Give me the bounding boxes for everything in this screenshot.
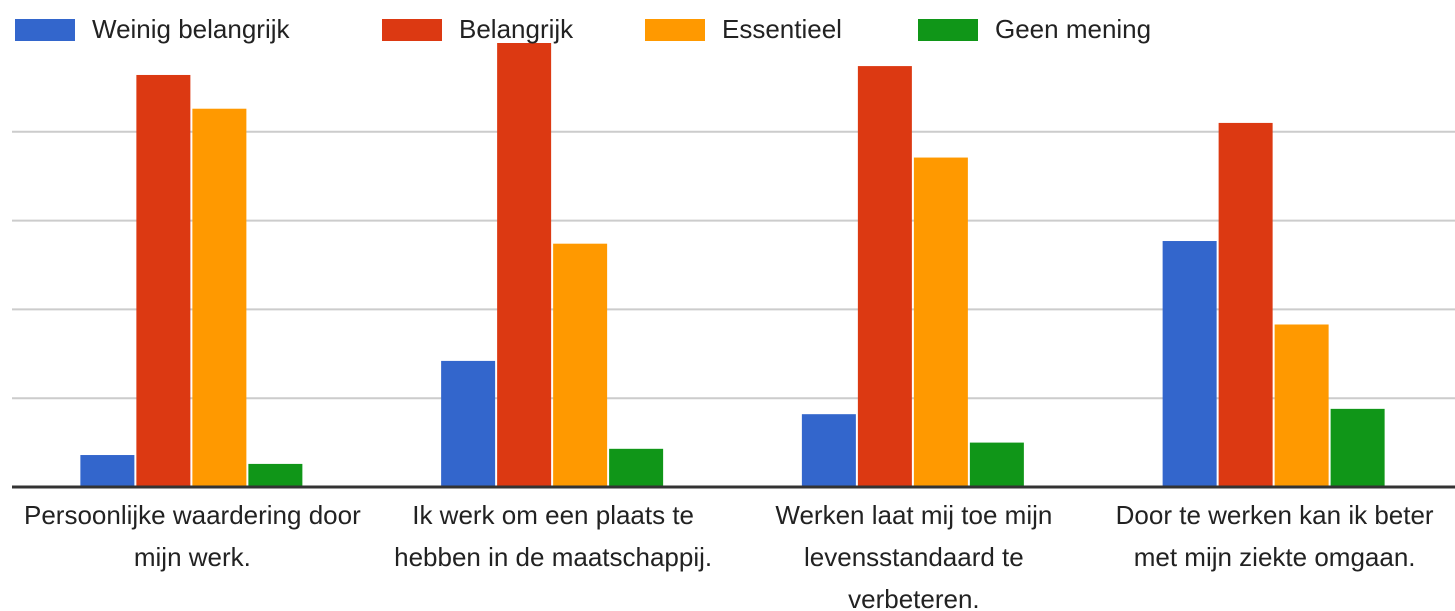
- bar: [969, 442, 1024, 487]
- legend-label: Belangrijk: [459, 14, 574, 44]
- bar: [553, 243, 608, 487]
- legend-swatch: [645, 19, 705, 41]
- legend-label: Essentieel: [722, 14, 842, 44]
- bar: [248, 463, 303, 487]
- bar: [1218, 122, 1273, 488]
- legend-swatch: [918, 19, 978, 41]
- bar: [1274, 324, 1329, 487]
- bar: [136, 74, 191, 487]
- bar: [497, 43, 552, 487]
- bar: [609, 448, 664, 487]
- x-tick-label: Werken laat mij toe mijn levensstandaard…: [775, 500, 1053, 611]
- bar: [80, 455, 135, 487]
- x-tick-label: Ik werk om een plaats te hebben in de ma…: [394, 500, 713, 572]
- bar: [1162, 241, 1217, 487]
- bar: [1330, 408, 1385, 487]
- legend-label: Weinig belangrijk: [92, 14, 291, 44]
- x-tick-label: Persoonlijke waardering door mijn werk.: [24, 500, 361, 572]
- bar: [913, 157, 968, 487]
- legend-label: Geen mening: [995, 14, 1151, 44]
- bar: [857, 66, 912, 487]
- legend-swatch: [382, 19, 442, 41]
- legend-swatch: [15, 19, 75, 41]
- bar: [192, 108, 247, 487]
- x-tick-label: Door te werken kan ik beter met mijn zie…: [1115, 500, 1434, 572]
- bar: [441, 360, 496, 487]
- bar: [801, 414, 856, 487]
